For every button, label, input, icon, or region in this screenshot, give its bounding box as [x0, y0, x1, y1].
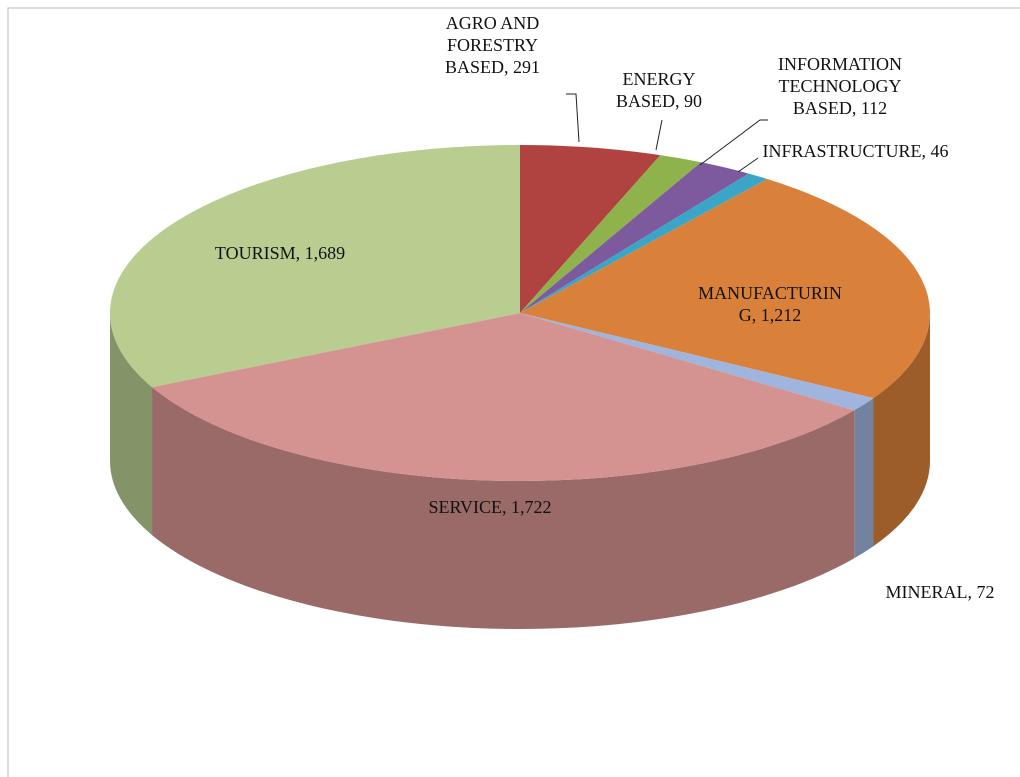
slice — [520, 178, 931, 399]
label-value: 291 — [513, 57, 540, 77]
frame — [7, 7, 1020, 777]
label-value: 90 — [684, 91, 702, 111]
label-category: AGRO AND FORESTRY BASED — [445, 13, 539, 77]
slice-side — [873, 313, 930, 547]
leader-line — [655, 119, 663, 151]
leaders — [566, 93, 768, 173]
label-value: 1,689 — [304, 243, 346, 263]
label-value: 46 — [930, 141, 949, 161]
data-label: MINERAL72 — [855, 581, 1020, 603]
slice — [520, 173, 768, 313]
label-value: 1,212 — [760, 305, 802, 325]
label-value: 72 — [976, 582, 995, 602]
slice — [520, 155, 702, 313]
data-label: INFRASTRUCTURE46 — [758, 140, 953, 162]
leader-line — [699, 119, 768, 166]
slice — [520, 162, 749, 313]
leader-line — [566, 93, 580, 143]
data-label: INFORMATION TECHNOLOGY BASED112 — [745, 53, 935, 119]
label-value: 112 — [860, 98, 888, 118]
slice-side — [152, 387, 855, 629]
slice-side — [854, 398, 874, 559]
data-label: ENERGY BASED90 — [600, 68, 718, 112]
label-category: MINERAL — [886, 582, 977, 602]
leader-line — [737, 157, 759, 173]
label-category: TOURISM — [215, 243, 305, 263]
slices — [109, 145, 931, 629]
slice — [520, 313, 874, 411]
slice — [520, 145, 661, 313]
slice — [152, 313, 855, 481]
data-label: MANUFACTURING1,212 — [690, 282, 850, 326]
label-value: 1,722 — [511, 497, 552, 517]
data-label: AGRO AND FORESTRY BASED291 — [415, 12, 570, 78]
slice — [109, 145, 520, 388]
data-label: TOURISM1,689 — [150, 242, 410, 264]
slice-side — [110, 313, 153, 536]
data-label: SERVICE1,722 — [360, 496, 620, 518]
label-category: SERVICE — [428, 497, 511, 517]
label-category: INFRASTRUCTURE — [762, 141, 930, 161]
